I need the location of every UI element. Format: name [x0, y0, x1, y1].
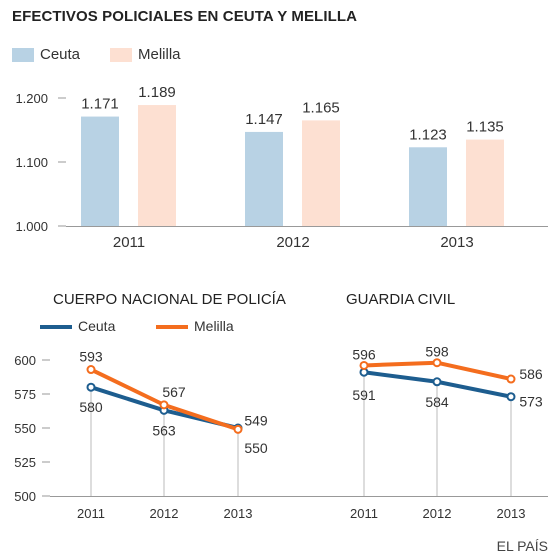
bar-ceuta-2011 — [81, 116, 119, 226]
policia-value-label: 549 — [244, 412, 268, 428]
credit-label: EL PAÍS — [496, 538, 548, 554]
legend-line-label-ceuta: Ceuta — [78, 318, 116, 334]
bar-melilla-2011 — [138, 105, 176, 226]
bar-value-label: 1.171 — [81, 96, 119, 113]
policia-x-tick-label: 2013 — [224, 506, 253, 521]
line-y-tick-label: 600 — [14, 353, 36, 368]
policia-value-label: 580 — [79, 399, 103, 415]
bar-category-label: 2013 — [440, 234, 473, 251]
guardia-value-label: 584 — [425, 394, 449, 410]
guardia-point-melilla — [432, 358, 442, 368]
guardia-civil-chart-title: GUARDIA CIVIL — [346, 291, 456, 308]
policia-value-label: 593 — [79, 349, 103, 365]
bar-value-label: 1.147 — [245, 111, 283, 128]
bar-ceuta-2013 — [409, 147, 447, 226]
guardia-x-tick-label: 2011 — [350, 506, 378, 521]
chart-title: EFECTIVOS POLICIALES EN CEUTA Y MELILLA — [12, 8, 358, 25]
bar-y-tick-label: 1.200 — [15, 91, 48, 106]
bar-value-label: 1.165 — [302, 99, 340, 116]
line-y-tick-label: 575 — [14, 387, 36, 402]
bar-category-label: 2012 — [276, 234, 309, 251]
bar-value-label: 1.123 — [409, 126, 447, 143]
guardia-value-label: 591 — [352, 387, 376, 403]
guardia-value-label: 586 — [519, 366, 543, 382]
line-y-tick-label: 525 — [14, 455, 36, 470]
policia-point-ceuta — [86, 382, 96, 392]
guardia-x-tick-label: 2013 — [497, 506, 526, 521]
bar-ceuta-2012 — [245, 131, 283, 226]
policia-chart-title: CUERPO NACIONAL DE POLICÍA — [53, 291, 286, 308]
bar-melilla-2013 — [466, 139, 504, 226]
line-y-tick-label: 550 — [14, 421, 36, 436]
legend-swatch-melilla — [110, 48, 132, 62]
policia-value-label: 550 — [244, 440, 268, 456]
bar-value-label: 1.189 — [138, 84, 176, 101]
guardia-value-label: 598 — [425, 344, 449, 360]
legend-label-melilla: Melilla — [138, 46, 181, 63]
bar-category-label: 2011 — [113, 234, 145, 251]
legend-line-melilla — [156, 325, 188, 329]
guardia-point-ceuta — [506, 392, 516, 402]
legend-line-ceuta — [40, 325, 72, 329]
guardia-x-tick-label: 2012 — [423, 506, 452, 521]
guardia-point-melilla — [506, 374, 516, 384]
legend-line-label-melilla: Melilla — [194, 318, 234, 334]
bar-value-label: 1.135 — [466, 119, 504, 136]
policia-value-label: 563 — [152, 422, 176, 438]
policia-x-tick-label: 2012 — [150, 506, 179, 521]
policia-x-tick-label: 2011 — [77, 506, 105, 521]
legend-swatch-ceuta — [12, 48, 34, 62]
policia-point-melilla — [159, 400, 169, 410]
legend-label-ceuta: Ceuta — [40, 46, 81, 63]
guardia-point-ceuta — [432, 377, 442, 387]
bar-y-tick-label: 1.100 — [15, 155, 48, 170]
guardia-point-melilla — [359, 360, 369, 370]
policia-value-label: 567 — [162, 384, 186, 400]
policia-point-melilla — [86, 365, 96, 375]
bar-melilla-2012 — [302, 120, 340, 226]
guardia-value-label: 596 — [352, 346, 376, 362]
guardia-value-label: 573 — [519, 394, 543, 410]
policia-point-melilla — [233, 424, 243, 434]
line-y-tick-label: 500 — [14, 489, 36, 504]
bar-y-tick-label: 1.000 — [15, 219, 48, 234]
